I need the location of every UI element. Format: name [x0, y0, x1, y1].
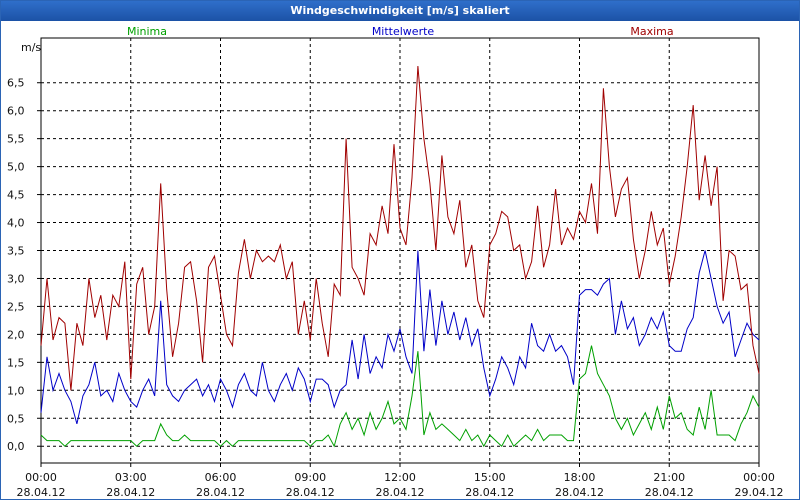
y-tick-label: 6,0	[7, 105, 25, 118]
series-line-mittelwerte	[40, 250, 760, 425]
y-axis-unit-label: m/s	[21, 41, 41, 54]
y-tick-label: 3,0	[7, 272, 25, 285]
window-title: Windgeschwindigkeit [m/s] skaliert	[1, 1, 799, 21]
y-tick-label: 4,0	[7, 217, 25, 230]
x-tick-date-label: 29.04.12	[735, 486, 784, 499]
x-tick-date-label: 28.04.12	[106, 486, 155, 499]
y-tick-label: 2,0	[7, 328, 25, 341]
series-lines	[40, 65, 760, 448]
x-tick-time-label: 12:00	[384, 471, 416, 484]
y-tick-label: 2,5	[7, 300, 25, 313]
y-tick-label: 0,5	[7, 412, 25, 425]
x-tick-time-label: 06:00	[205, 471, 237, 484]
x-tick-date-label: 28.04.12	[465, 486, 514, 499]
legend-item-minima: Minima	[127, 25, 167, 38]
x-tick-date-label: 28.04.12	[645, 486, 694, 499]
y-tick-label: 5,5	[7, 133, 25, 146]
x-tick-date-label: 28.04.12	[196, 486, 245, 499]
x-tick-time-label: 03:00	[115, 471, 147, 484]
x-tick-time-label: 00:00	[25, 471, 57, 484]
x-tick-time-label: 18:00	[564, 471, 596, 484]
x-tick-date-label: 28.04.12	[17, 486, 66, 499]
x-tick-time-label: 00:00	[743, 471, 775, 484]
series-line-maxima	[40, 65, 760, 391]
legend-item-mittelwerte: Mittelwerte	[372, 25, 435, 38]
y-tick-label: 0,0	[7, 440, 25, 453]
x-tick-date-label: 28.04.12	[286, 486, 335, 499]
y-tick-label: 6,5	[7, 77, 25, 90]
y-tick-label: 5,0	[7, 161, 25, 174]
y-tick-label: 3,5	[7, 245, 25, 258]
x-tick-time-label: 21:00	[653, 471, 685, 484]
x-axis-ticks: 00:00 28.04.12 03:00 28.04.12 06:00 28.04.12 0…	[17, 463, 784, 499]
series-line-minima	[40, 345, 760, 448]
grid-lines	[41, 38, 759, 463]
legend: Minima Mittelwerte Maxima	[127, 25, 674, 38]
y-tick-label: 1,5	[7, 356, 25, 369]
x-tick-date-label: 28.04.12	[555, 486, 604, 499]
y-tick-label: 1,0	[7, 384, 25, 397]
y-tick-label: 4,5	[7, 189, 25, 202]
y-axis-ticks: 0,0 0,5 1,0 1,5 2,0 2,5 3,0 3,5 4,0 4,5 5,0 5,5 6,0 6…	[7, 77, 41, 453]
x-tick-time-label: 15:00	[474, 471, 506, 484]
x-tick-date-label: 28.04.12	[376, 486, 425, 499]
x-tick-time-label: 09:00	[294, 471, 326, 484]
legend-item-maxima: Maxima	[630, 25, 673, 38]
